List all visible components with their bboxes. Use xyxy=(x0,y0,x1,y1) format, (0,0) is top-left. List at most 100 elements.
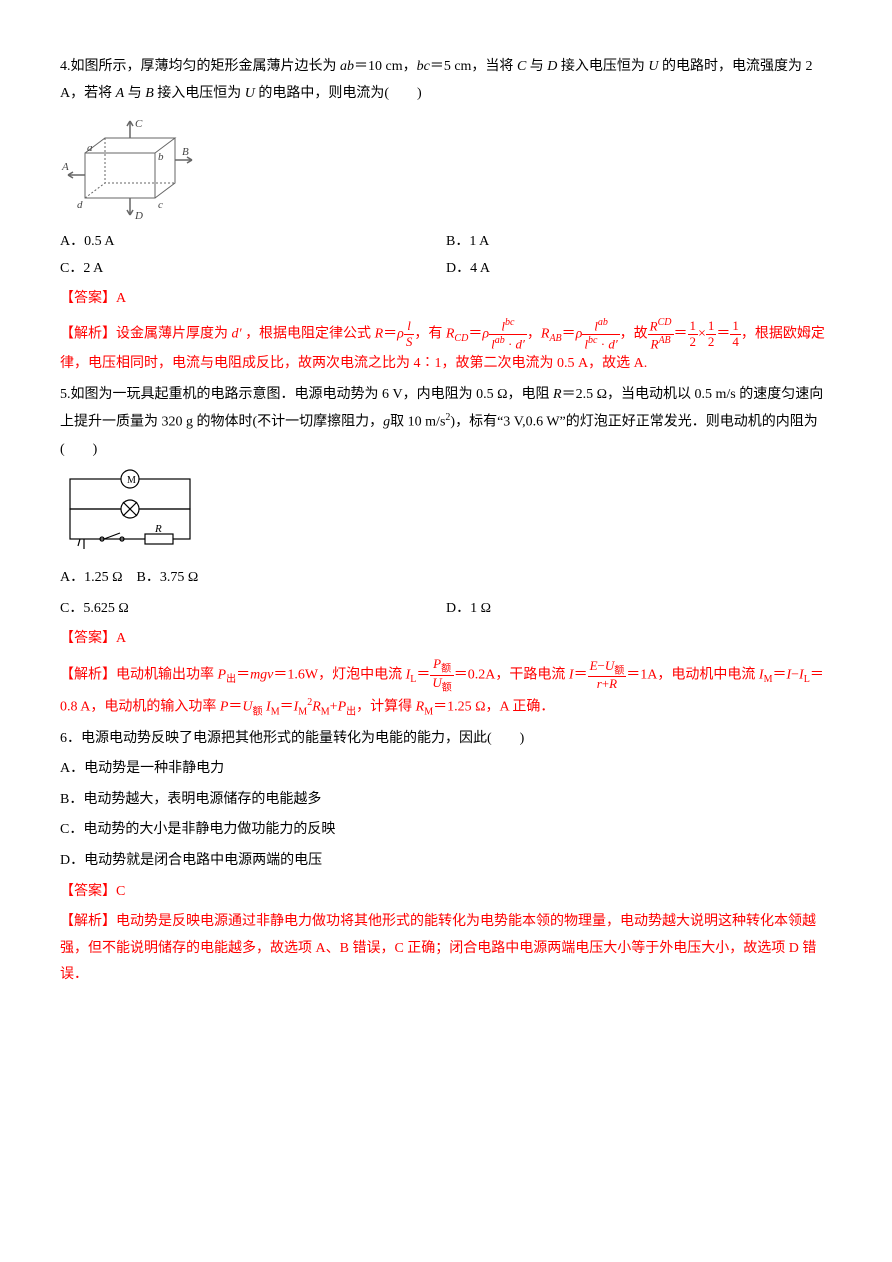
q5-Pout2-sub: 出 xyxy=(346,707,356,718)
q4-frac-lS-den: S xyxy=(404,335,415,349)
q4-option-c: C．2 A xyxy=(60,256,446,283)
q4-lbc-sup: bc xyxy=(505,317,514,328)
q6-answer-label: 【答案】 xyxy=(60,884,116,899)
q4-eq1c: ＝ xyxy=(468,326,482,341)
q4-ab: ab xyxy=(340,59,354,74)
q6-option-d: D．电动势就是闭合电路中电源两端的电压 xyxy=(60,848,832,875)
q5-options-cd: C．5.625 Ω D．1 Ω xyxy=(60,596,832,623)
q5-plus2: + xyxy=(330,700,338,715)
q4-text-5: 接入电压恒为 xyxy=(557,59,648,74)
q5-eq2: ＝ xyxy=(416,667,430,682)
q4-frac-lS-num: l xyxy=(404,319,415,334)
q5-frac-IL-den: U额 xyxy=(430,676,453,694)
q4-dprime2: d′ xyxy=(516,336,525,351)
q5-eq3: ＝ xyxy=(574,667,588,682)
q4-U1: U xyxy=(648,59,658,74)
q4-lab2-sup: ab xyxy=(598,317,608,328)
q5-eq6: ＝ xyxy=(280,700,294,715)
q4-frac-half2: 12 xyxy=(706,319,717,349)
diagram-label-a: a xyxy=(87,142,93,154)
q5-R2: R xyxy=(609,676,617,691)
q4-RAB-sub: AB xyxy=(549,333,561,344)
q5-explain-label: 【解析】 xyxy=(60,667,116,682)
q6-option-c: C．电动势的大小是非静电力做功能力的反映 xyxy=(60,817,832,844)
q6-option-b: B．电动势越大，表明电源储存的电能越多 xyxy=(60,787,832,814)
q5-U-rated-sub: 额 xyxy=(442,682,452,693)
q4-text-8: 接入电压恒为 xyxy=(154,86,245,101)
q4-diagram: a b c d A B C D xyxy=(60,113,200,223)
q4-dprime3: d′ xyxy=(608,336,617,351)
q4-eq1a: ＝ xyxy=(383,326,397,341)
q4-option-d: D．4 A xyxy=(446,256,832,283)
q5-val5: ，计算得 xyxy=(356,700,416,715)
q4-text-3: ＝5 cm，当将 xyxy=(430,59,517,74)
q5-Urated2: U xyxy=(605,658,614,673)
q4-explain-2: ，根据电阻定律公式 xyxy=(242,326,375,341)
q4-explain-5: ＝ xyxy=(716,326,730,341)
diagram-label-B: B xyxy=(182,146,189,158)
q5-P-rated: P xyxy=(433,656,441,671)
q4-explain-1: 设金属薄片厚度为 xyxy=(116,326,232,341)
q4-C: C xyxy=(517,59,526,74)
q4-times: × xyxy=(698,326,706,341)
q5-eq5: ＝ xyxy=(228,700,242,715)
q4-explain-3: ，故 xyxy=(620,326,648,341)
q4-frac-quarter: 14 xyxy=(730,319,741,349)
q4-lab1-sup: ab xyxy=(495,335,505,346)
q4-options: A．0.5 A B．1 A C．2 A D．4 A xyxy=(60,229,832,282)
q5-R-label: R xyxy=(154,523,162,535)
q4-frac-lS: lS xyxy=(404,319,415,349)
q5-val6: ＝1.25 Ω，A 正确． xyxy=(433,700,554,715)
q4-answer-value: A xyxy=(116,291,126,306)
q4-text-1: 4.如图所示，厚薄均匀的矩形金属薄片边长为 xyxy=(60,59,340,74)
q5-RMval-sub: M xyxy=(424,707,433,718)
q4-frac-RAB-num: lab xyxy=(582,317,619,335)
q6-option-a: A．电动势是一种非静电力 xyxy=(60,756,832,783)
diagram-label-D: D xyxy=(134,210,143,222)
q5-U-rated: U xyxy=(432,675,441,690)
q4-option-a: A．0.5 A xyxy=(60,229,446,256)
q5-stem: 5.如图为一玩具起重机的电路示意图．电源电动势为 6 V，内电阻为 0.5 Ω，… xyxy=(60,382,832,463)
q5-Pout: P xyxy=(218,667,227,682)
q4-text-2: ＝10 cm， xyxy=(354,59,417,74)
q5-option-ab: A．1.25 Ω B．3.75 Ω xyxy=(60,565,832,592)
q4-frac-RCD: lbclab · d′ xyxy=(489,317,527,351)
diagram-label-C: C xyxy=(135,118,143,130)
q4-A: A xyxy=(116,86,125,101)
q4-B: B xyxy=(145,86,154,101)
q4-q-num: 1 xyxy=(730,319,741,334)
q5-option-c: C．5.625 Ω xyxy=(60,596,446,623)
q5-answer-value: A xyxy=(116,631,126,646)
q4-q-den: 4 xyxy=(730,335,741,349)
q6-explain-label: 【解析】 xyxy=(60,914,116,929)
diagram-label-d: d xyxy=(77,199,83,211)
q5-IMsq-sub: M xyxy=(298,707,307,718)
q6-explain-text: 电动势是反映电源通过非静电力做功将其他形式的能转化为电势能本领的物理量，电动势越… xyxy=(60,914,816,982)
q4-RCD-sub: CD xyxy=(454,333,468,344)
q4-rho1: ρ xyxy=(397,326,404,341)
q5-answer: 【答案】A xyxy=(60,626,832,653)
q4-eq1b: ，有 xyxy=(414,326,446,341)
q4-bc: bc xyxy=(417,59,430,74)
q5-motor-label: M xyxy=(127,475,136,486)
q4-rho2: ρ xyxy=(482,326,489,341)
q4-answer-label: 【答案】 xyxy=(60,291,116,306)
q5-RM: R xyxy=(312,700,321,715)
q5-explain-1: 电动机输出功率 xyxy=(116,667,218,682)
q5-Pout2: P xyxy=(338,700,347,715)
q4-U2: U xyxy=(245,86,255,101)
q5-Urated2-sub-fix: 额 xyxy=(614,665,624,676)
q4-text-9: 的电路中，则电流为( ) xyxy=(255,86,422,101)
q4-R: R xyxy=(375,326,384,341)
q5-text-3: 取 10 m/s xyxy=(390,415,445,430)
q5-text-1: 5.如图为一玩具起重机的电路示意图．电源电动势为 6 V，内电阻为 0.5 Ω，… xyxy=(60,387,553,402)
q4-half2-den: 2 xyxy=(706,335,717,349)
q5-RM-sub: M xyxy=(321,707,330,718)
q4-frac-RCD-den: lab · d′ xyxy=(489,335,527,352)
q4-ratio-RCD-sub: CD xyxy=(658,317,672,328)
q5-UeIM-sub: 额 xyxy=(253,707,263,718)
q4-frac-ratio: RCDRAB xyxy=(648,317,674,351)
q4-half1-den: 2 xyxy=(688,335,699,349)
q4-frac-RCD-num: lbc xyxy=(489,317,527,335)
q5-option-d: D．1 Ω xyxy=(446,596,832,623)
